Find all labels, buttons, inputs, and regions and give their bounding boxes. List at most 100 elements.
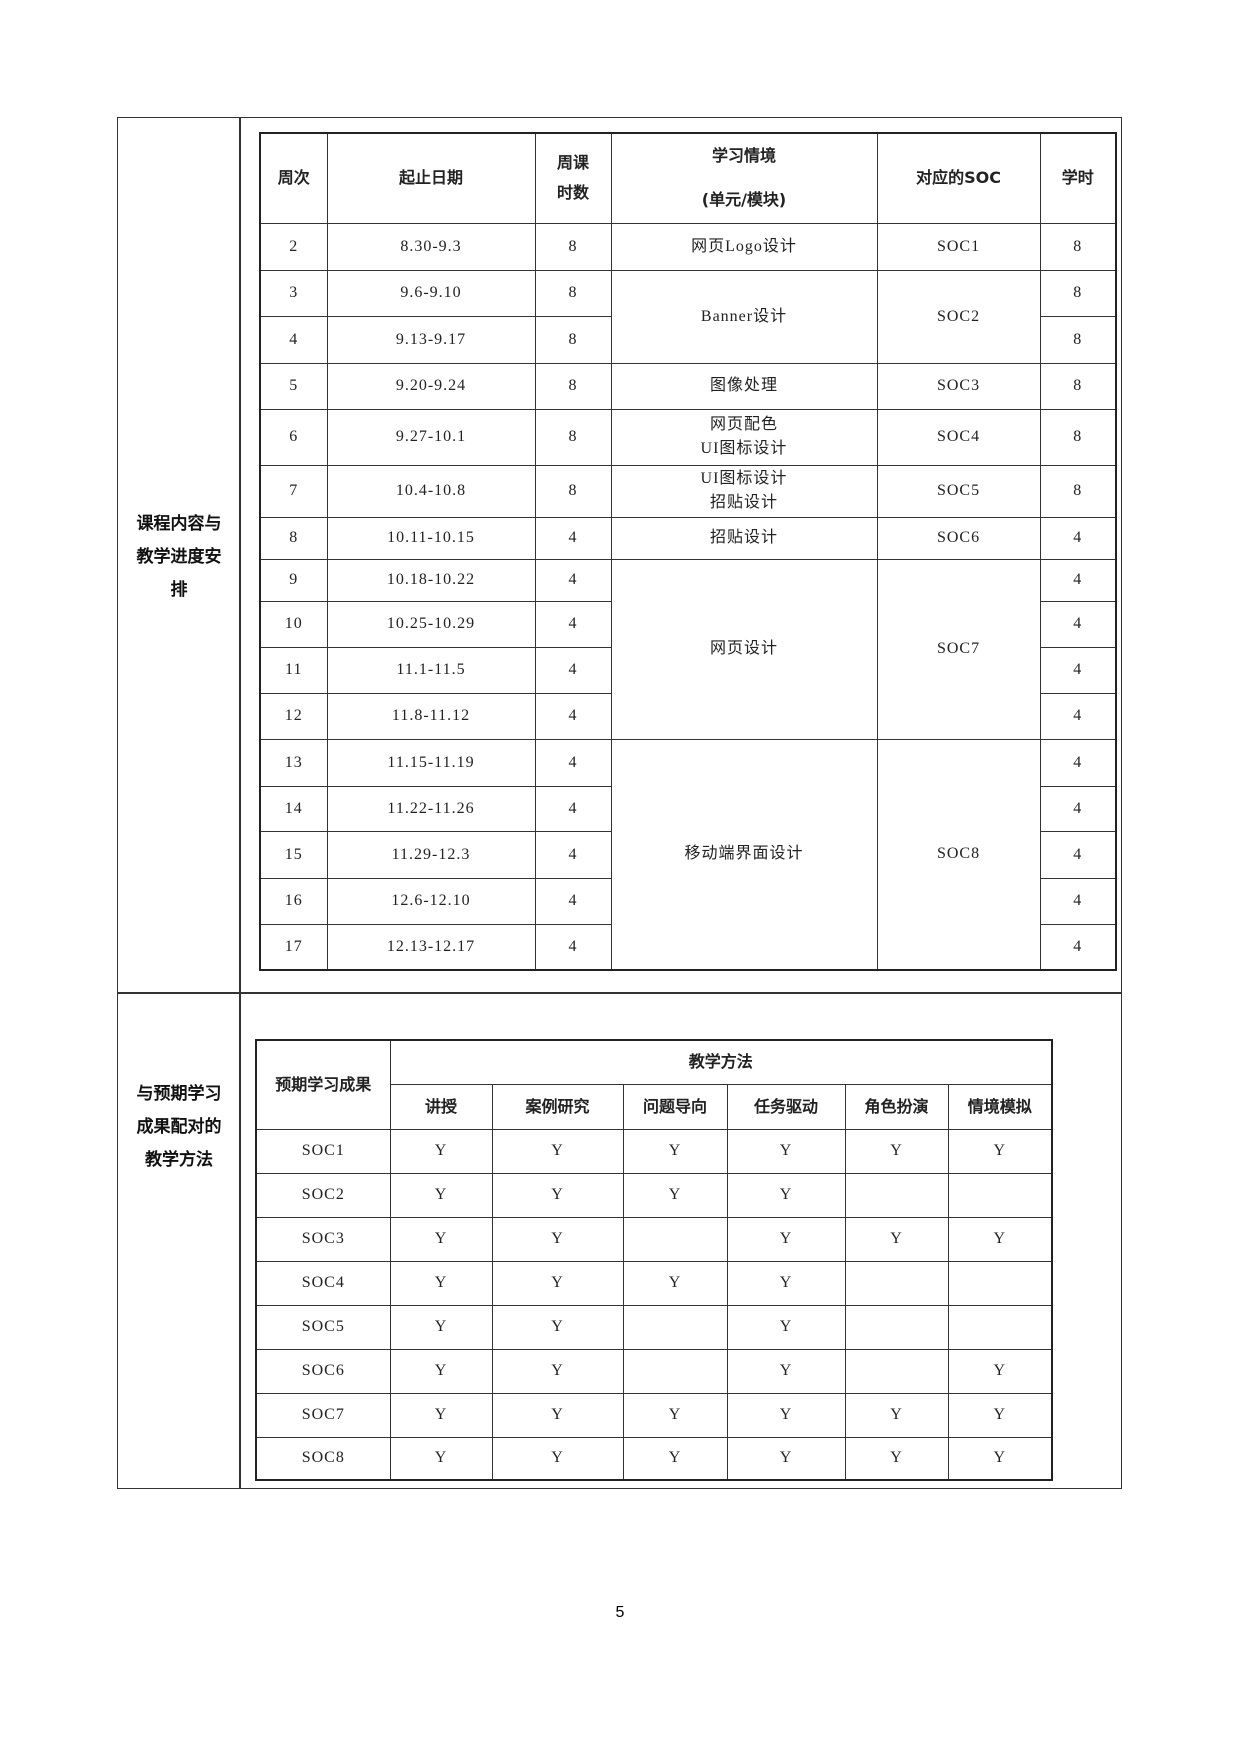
method-column-header: 讲授: [389, 1083, 493, 1130]
credit-cell: 8: [1039, 362, 1117, 410]
method-mark-cell: Y: [389, 1172, 493, 1218]
method-mark-cell: Y: [726, 1216, 846, 1262]
header-outcome: 预期学习成果: [255, 1039, 391, 1130]
method-mark-cell: Y: [491, 1304, 624, 1350]
method-mark-cell: Y: [491, 1260, 624, 1306]
week-cell: 2: [259, 222, 328, 271]
topic-cell: 招贴设计: [610, 516, 878, 560]
method-mark-cell: Y: [622, 1260, 728, 1306]
week-cell: 6: [259, 408, 328, 466]
week-cell: 11: [259, 646, 328, 694]
method-mark-cell: Y: [389, 1304, 493, 1350]
topic-cell: 网页配色 UI图标设计: [610, 408, 878, 466]
hours-cell: 4: [534, 558, 612, 602]
header-week: 周次: [259, 132, 328, 224]
dates-cell: 10.18-10.22: [326, 558, 536, 602]
dates-cell: 10.4-10.8: [326, 464, 536, 518]
method-mark-cell: Y: [491, 1392, 624, 1438]
credit-cell: 8: [1039, 269, 1117, 317]
outcome-cell: SOC6: [255, 1348, 391, 1394]
credit-cell: 8: [1039, 464, 1117, 518]
method-mark-cell: Y: [844, 1392, 949, 1438]
soc-cell: SOC3: [876, 362, 1041, 410]
hours-cell: 4: [534, 516, 612, 560]
hours-cell: 4: [534, 692, 612, 740]
method-mark-cell: [844, 1260, 949, 1306]
week-cell: 17: [259, 923, 328, 971]
week-cell: 8: [259, 516, 328, 560]
method-mark-cell: Y: [491, 1128, 624, 1174]
hours-cell: 8: [534, 408, 612, 466]
dates-cell: 11.22-11.26: [326, 785, 536, 832]
schedule-row: 5 9.20-9.24 8 图像处理 SOC3 8: [259, 362, 1117, 410]
hours-cell: 4: [534, 785, 612, 832]
method-mark-cell: Y: [947, 1216, 1053, 1262]
method-mark-cell: Y: [622, 1392, 728, 1438]
outcome-cell: SOC7: [255, 1392, 391, 1438]
dates-cell: 9.27-10.1: [326, 408, 536, 466]
method-mark-cell: Y: [726, 1348, 846, 1394]
dates-cell: 11.1-11.5: [326, 646, 536, 694]
credit-cell: 4: [1039, 600, 1117, 648]
method-mark-cell: Y: [726, 1128, 846, 1174]
method-mark-cell: Y: [491, 1348, 624, 1394]
method-mark-cell: Y: [491, 1172, 624, 1218]
outcome-cell: SOC2: [255, 1172, 391, 1218]
week-cell: 14: [259, 785, 328, 832]
soc-cell: SOC8: [876, 738, 1041, 971]
credit-cell: 4: [1039, 738, 1117, 787]
topic-cell: 网页设计: [610, 558, 878, 740]
page-number: 5: [615, 1604, 625, 1621]
schedule-row: 3 9.6-9.10 8 Banner设计 SOC2 8: [259, 269, 1117, 364]
method-mark-cell: [844, 1304, 949, 1350]
method-mark-cell: Y: [844, 1128, 949, 1174]
method-mark-cell: [947, 1304, 1053, 1350]
dates-cell: 12.6-12.10: [326, 877, 536, 925]
method-column-header: 问题导向: [622, 1083, 728, 1130]
credit-cell: 4: [1039, 923, 1117, 971]
method-mark-cell: [622, 1348, 728, 1394]
method-column-header: 案例研究: [491, 1083, 624, 1130]
credit-cell: 4: [1039, 785, 1117, 832]
method-mark-cell: [844, 1172, 949, 1218]
hours-cell: 4: [534, 923, 612, 971]
dates-cell: 11.15-11.19: [326, 738, 536, 787]
methods-row: SOC1 Y Y Y Y Y Y: [255, 1128, 1053, 1174]
credit-cell: 8: [1039, 315, 1117, 364]
method-column-header: 角色扮演: [844, 1083, 949, 1130]
credit-cell: 8: [1039, 222, 1117, 271]
hours-cell: 4: [534, 738, 612, 787]
method-mark-cell: Y: [389, 1128, 493, 1174]
section1-label: 课程内容与 教学进度安 排: [136, 514, 222, 600]
credit-cell: 4: [1039, 516, 1117, 560]
week-cell: 13: [259, 738, 328, 787]
section-divider: [117, 992, 1122, 994]
method-mark-cell: Y: [622, 1436, 728, 1481]
method-mark-cell: Y: [622, 1172, 728, 1218]
section2-label: 与预期学习 成果配对的 教学方法: [136, 1084, 222, 1170]
method-mark-cell: [947, 1260, 1053, 1306]
topic-cell: Banner设计: [610, 269, 878, 364]
method-mark-cell: Y: [726, 1172, 846, 1218]
method-mark-cell: Y: [622, 1128, 728, 1174]
outcome-cell: SOC3: [255, 1216, 391, 1262]
soc-cell: SOC2: [876, 269, 1041, 364]
schedule-table: 周次 起止日期 周课 时数 学习情境 (单元/模块) 对应的SOC 学时 2 8.30…: [259, 132, 1117, 971]
dates-cell: 11.8-11.12: [326, 692, 536, 740]
soc-cell: SOC7: [876, 558, 1041, 740]
topic-cell: UI图标设计 招贴设计: [610, 464, 878, 518]
week-cell: 4: [259, 315, 328, 364]
method-mark-cell: Y: [389, 1348, 493, 1394]
schedule-header-row: 周次 起止日期 周课 时数 学习情境 (单元/模块) 对应的SOC 学时: [259, 132, 1117, 224]
method-mark-cell: [622, 1304, 728, 1350]
method-mark-cell: Y: [389, 1216, 493, 1262]
methods-row: SOC8 Y Y Y Y Y Y: [255, 1436, 1053, 1481]
week-cell: 7: [259, 464, 328, 518]
hours-cell: 4: [534, 600, 612, 648]
method-mark-cell: Y: [947, 1436, 1053, 1481]
topic-cell: 网页Logo设计: [610, 222, 878, 271]
week-cell: 12: [259, 692, 328, 740]
method-mark-cell: Y: [491, 1436, 624, 1481]
dates-cell: 10.25-10.29: [326, 600, 536, 648]
